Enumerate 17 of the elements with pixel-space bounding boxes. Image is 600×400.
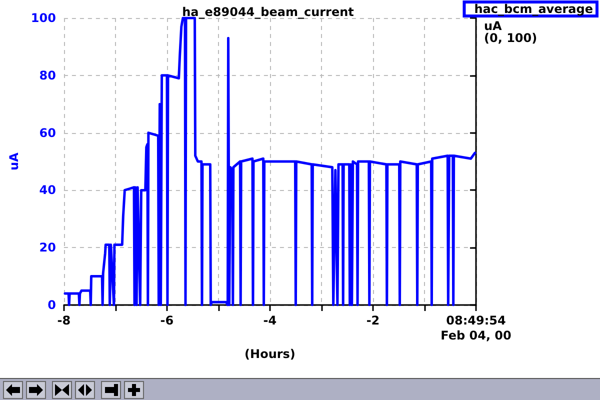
y-tick-label: 20 [39,240,56,255]
x-tick-label: -6 [160,314,174,328]
x-tick-label: -4 [263,314,277,328]
text: (0, 100) [484,31,538,45]
x-axis-title: (Hours) [244,346,296,361]
x-tick-label: 08:49:54 Feb 04, 00 [440,314,512,342]
y-tick-label: 100 [30,11,56,25]
x-tick-label: -2 [366,314,380,328]
y-tick-label: 60 [39,126,56,140]
text: hac_bcm_average [474,2,593,16]
y-tick-label: 0 [48,298,56,312]
x-tick-label: -8 [57,314,71,328]
chart-title: ha_e89044_beam_current [182,5,354,19]
y-axis-title: uA [7,152,21,170]
y-tick-label: 80 [39,68,56,82]
text: uA [484,19,503,33]
y-tick-label: 40 [39,183,56,198]
